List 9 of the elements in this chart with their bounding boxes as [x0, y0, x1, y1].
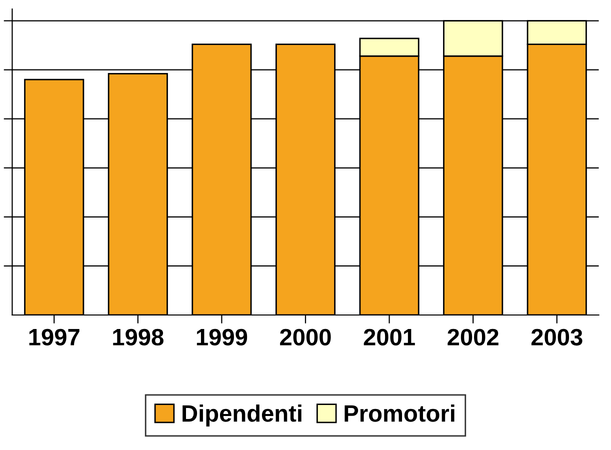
legend-label: Dipendenti [182, 404, 302, 426]
x-tick-label: 2000 [280, 328, 331, 346]
x-tick-label: 1997 [29, 328, 80, 346]
x-tick-label: 1998 [113, 328, 164, 346]
legend-label: Promotori [344, 404, 454, 422]
x-tick-label: 1999 [196, 328, 248, 346]
x-tick-label: 2003 [531, 328, 582, 346]
x-tick-label: 2001 [364, 328, 415, 346]
x-tick-label: 2002 [448, 328, 498, 346]
